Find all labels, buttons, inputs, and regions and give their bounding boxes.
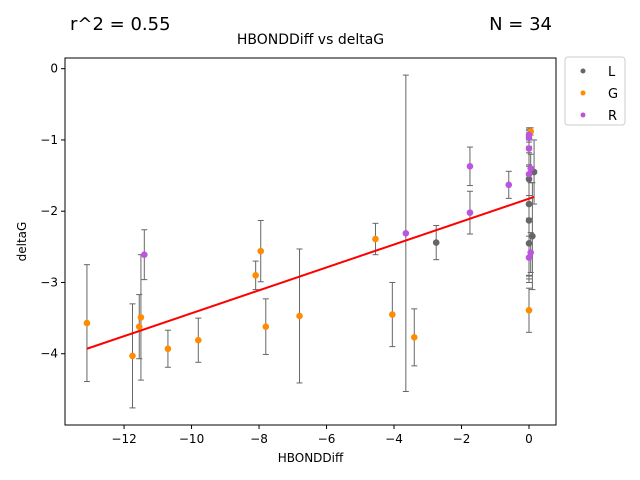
data-point-g [252, 272, 259, 279]
data-point-g [194, 336, 202, 344]
legend-label-g: G [608, 87, 618, 102]
y-axis-label: deltaG [15, 222, 29, 262]
data-point-l [525, 217, 533, 224]
fit-line [86, 196, 535, 350]
y-tick-label: −4 [40, 347, 58, 361]
data-point-r [525, 254, 533, 261]
data-point-g [257, 247, 265, 255]
data-point-g [410, 334, 418, 341]
data-point-g [135, 323, 143, 330]
legend-label-r: R [608, 109, 617, 124]
data-point-g [389, 311, 396, 318]
data-points [83, 128, 538, 360]
data-point-l [432, 239, 440, 246]
x-axis-label: HBONDDiff [278, 451, 344, 465]
legend-marker-g [580, 90, 586, 96]
data-point-r [527, 249, 534, 256]
data-point-r [466, 163, 474, 170]
data-point-r [505, 181, 513, 189]
data-point-r [402, 230, 410, 237]
data-point-r [466, 209, 474, 216]
legend-marker-r [580, 112, 586, 118]
data-point-g [137, 314, 145, 321]
data-point-r [525, 170, 533, 178]
data-point-g [83, 319, 91, 327]
x-tick-label: −2 [453, 432, 471, 446]
legend-label-l: L [608, 65, 616, 80]
x-tick-label: −6 [318, 432, 336, 446]
y-tick-label: −1 [40, 133, 58, 147]
chart-title: HBONDDiff vs deltaG [237, 32, 384, 48]
x-axis-ticks: −12 −10 −8 −6 −4 −2 0 [111, 425, 533, 446]
data-point-g [129, 352, 136, 360]
data-point-l [525, 239, 533, 247]
fit-line-group [86, 196, 535, 350]
data-point-r [527, 165, 534, 172]
data-point-g [296, 312, 303, 320]
axes-frame [64, 57, 557, 426]
data-point-r [141, 251, 148, 258]
data-point-r [525, 145, 533, 152]
data-point-l [525, 200, 533, 208]
r-squared-label: r^2 = 0.55 [70, 14, 171, 35]
y-tick-label: −2 [40, 204, 58, 218]
x-tick-label: −8 [250, 432, 268, 446]
legend-marker-l [580, 68, 586, 74]
data-point-g [372, 235, 379, 243]
data-point-g [262, 323, 270, 330]
data-point-l [525, 175, 533, 183]
x-tick-label: −4 [385, 432, 403, 446]
x-tick-label: 0 [525, 432, 533, 446]
y-tick-label: 0 [50, 62, 58, 76]
sample-count-label: N = 34 [489, 14, 552, 35]
legend: LGR [564, 56, 626, 126]
x-tick-label: −10 [179, 432, 204, 446]
legend-box [564, 56, 626, 126]
plot-area: −12 −10 −8 −6 −4 −2 0 0 −1 −2 −3 −4 [40, 57, 557, 446]
data-point-g [164, 345, 172, 353]
x-tick-label: −12 [111, 432, 136, 446]
data-point-r [525, 134, 533, 142]
data-point-l [529, 232, 536, 240]
y-tick-label: −3 [40, 275, 58, 289]
y-axis-ticks: 0 −1 −2 −3 −4 [40, 62, 65, 361]
data-point-g [525, 306, 533, 314]
